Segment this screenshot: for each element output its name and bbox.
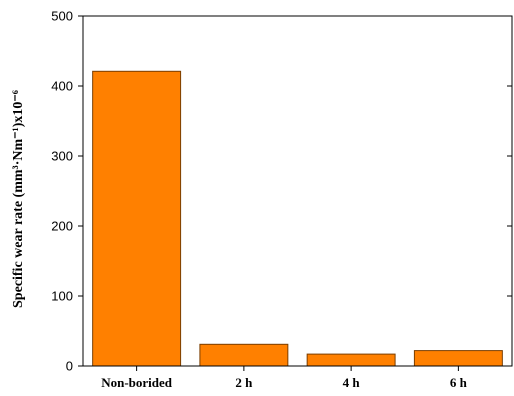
y-ticks-group: 0 100 200 300 400 500 [51, 9, 512, 374]
x-tick-label: 6 h [450, 375, 468, 390]
y-tick-label: 400 [51, 79, 73, 94]
y-tick-label: 300 [51, 149, 73, 164]
y-tick-label: 0 [66, 359, 73, 374]
y-tick-label: 500 [51, 9, 73, 24]
y-tick-label: 100 [51, 289, 73, 304]
bar-6-h [413, 350, 503, 367]
bar-4-h [306, 353, 396, 367]
bar-2-h [199, 343, 289, 367]
plot-frame [82, 15, 513, 367]
x-tick-label: 2 h [235, 375, 253, 390]
x-ticks-group: Non-borided 2 h 4 h 6 h [101, 366, 468, 390]
x-tick-label: 4 h [343, 375, 361, 390]
bar-non-borided [92, 70, 182, 367]
y-axis-label: Specific wear rate (mm³·Nm⁻¹)x10⁻⁶ [11, 90, 26, 308]
bars-group [92, 70, 503, 367]
x-tick-label: Non-borided [101, 375, 173, 390]
y-tick-label: 200 [51, 219, 73, 234]
